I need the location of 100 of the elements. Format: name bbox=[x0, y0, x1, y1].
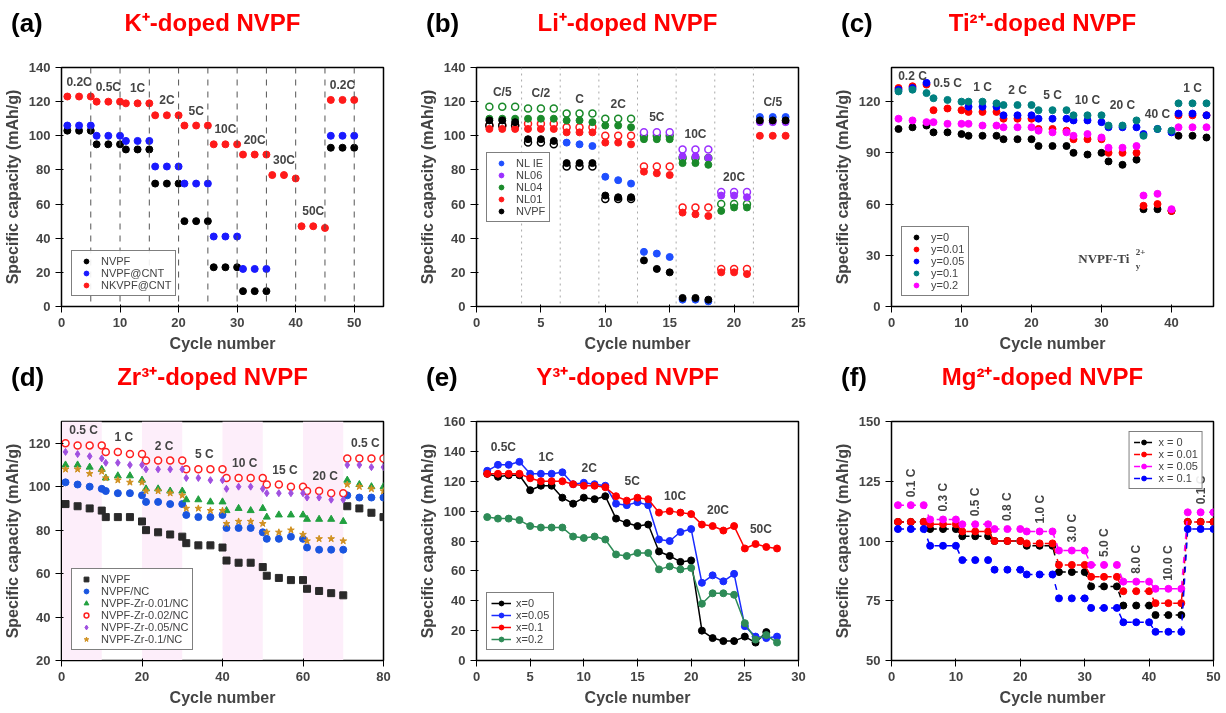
annotation: 10 C bbox=[1074, 93, 1101, 108]
legend-label: y=0.1 bbox=[931, 267, 959, 279]
y-tick-label: 0 bbox=[458, 299, 466, 314]
annotation: 5C bbox=[624, 474, 641, 489]
x-tick-label: 20 bbox=[134, 668, 150, 684]
y-tick-label: 140 bbox=[443, 443, 466, 459]
x-tick-label: 20 bbox=[171, 314, 186, 330]
x-tick-label: 30 bbox=[1094, 314, 1109, 330]
legend-label: y=0.01 bbox=[931, 243, 965, 255]
y-tick-label: 100 bbox=[443, 503, 466, 519]
annotation: 0.2C bbox=[329, 77, 356, 92]
legend-label: x = 0 bbox=[1158, 436, 1183, 448]
legend-label: NKVPF@CNT bbox=[101, 279, 172, 291]
annotation: 1.0 C bbox=[1032, 494, 1047, 524]
annotation: 1C bbox=[129, 81, 146, 96]
annotation: 0.5 C bbox=[351, 436, 381, 451]
annotation: 5C bbox=[649, 110, 665, 125]
x-tick-label: 10 bbox=[598, 314, 613, 330]
annotation: 40 C bbox=[1144, 106, 1171, 121]
annotation: 5C bbox=[188, 103, 205, 118]
y-tick-label: 30 bbox=[866, 247, 881, 263]
y-tick-label: 100 bbox=[28, 128, 51, 144]
annotation: 0.2C bbox=[66, 74, 93, 89]
x-axis-title: Cycle number bbox=[999, 688, 1106, 706]
legend-label: NL IE bbox=[516, 156, 544, 169]
y-tick-label: 120 bbox=[858, 94, 881, 110]
annotation: 50C bbox=[302, 204, 325, 219]
legend-label: NVPF@CNT bbox=[101, 267, 165, 279]
annotation: 10C bbox=[664, 489, 687, 504]
annotation: 0.2 C bbox=[898, 68, 928, 83]
y-tick-label: 80 bbox=[451, 533, 466, 549]
annotation: 20 C bbox=[1109, 98, 1136, 113]
legend-label: NVPF-Zr-0.05/NC bbox=[101, 621, 189, 633]
annotation: 5.0 C bbox=[1097, 527, 1112, 557]
annotation: 50C bbox=[749, 521, 773, 536]
annotation: 8.0 C bbox=[1129, 544, 1144, 574]
chart-title: Y³⁺-doped NVPF bbox=[535, 362, 720, 393]
x-tick-label: 25 bbox=[791, 314, 806, 330]
annotation: 5 C bbox=[1043, 88, 1063, 103]
legend-label: NVPF/NC bbox=[101, 585, 150, 597]
annotation: 0.5C bbox=[95, 79, 122, 94]
annotation: 2C bbox=[610, 96, 627, 111]
x-axis-title: Cycle number bbox=[584, 334, 691, 352]
annotation: C/5 bbox=[763, 95, 783, 110]
chart-title: Mg²⁺-doped NVPF bbox=[940, 362, 1145, 393]
legend-label: NVPF bbox=[101, 573, 131, 585]
legend-label: x=0.1 bbox=[516, 621, 544, 633]
y-tick-label: 20 bbox=[36, 653, 51, 668]
chart-title: Zr³⁺-doped NVPF bbox=[116, 362, 309, 393]
annotation: 2C bbox=[159, 93, 175, 108]
y-tick-label: 140 bbox=[28, 60, 51, 75]
y-tick-label: 60 bbox=[866, 196, 881, 212]
x-tick-label: 40 bbox=[1141, 668, 1157, 684]
x-tick-label: 0 bbox=[887, 314, 896, 330]
chart-title: Li⁺-doped NVPF bbox=[536, 8, 719, 39]
text: (b) bbox=[425, 7, 461, 40]
chart-title: Ti²⁺-doped NVPF bbox=[947, 8, 1138, 39]
annotation: 0.5 C bbox=[933, 76, 963, 91]
x-tick-label: 0 bbox=[472, 668, 481, 684]
annotation: 2 C bbox=[154, 438, 174, 453]
x-tick-label: 40 bbox=[288, 314, 303, 330]
legend-label: NL04 bbox=[516, 180, 543, 193]
y-tick-label: 80 bbox=[451, 162, 466, 178]
annotation: 10C bbox=[214, 122, 237, 137]
x-tick-label: 40 bbox=[1164, 314, 1179, 330]
y-tick-label: 75 bbox=[866, 593, 881, 609]
y-tick-label: 120 bbox=[443, 473, 466, 489]
annotation: 0.5 C bbox=[968, 487, 983, 517]
x-tick-label: 0 bbox=[57, 668, 66, 684]
y-tick-label: 60 bbox=[36, 196, 51, 212]
x-tick-label: 10 bbox=[954, 314, 969, 330]
x-tick-label: 80 bbox=[376, 668, 391, 684]
y-tick-label: 0 bbox=[873, 299, 881, 314]
text: (d) bbox=[10, 361, 46, 394]
annotation: 0.1 C bbox=[1193, 475, 1208, 505]
y-axis-title: Specific capacity (mAh/g) bbox=[833, 443, 851, 639]
y-tick-label: 60 bbox=[451, 196, 466, 212]
legend-label: NVPF-Zr-0.1/NC bbox=[101, 633, 183, 645]
annotation: 20 C bbox=[312, 469, 339, 484]
y-tick-label: 100 bbox=[443, 128, 466, 144]
y-tick-label: 150 bbox=[858, 414, 881, 429]
legend-label: x = 0.01 bbox=[1158, 448, 1198, 460]
x-axis-title: Cycle number bbox=[169, 334, 276, 352]
y-tick-label: 0 bbox=[43, 299, 51, 314]
y-tick-label: 40 bbox=[36, 609, 51, 625]
y-tick-label: 160 bbox=[443, 414, 466, 429]
x-tick-label: 50 bbox=[1206, 668, 1221, 684]
legend-label: x = 0.1 bbox=[1158, 472, 1192, 484]
annotation: 0.8 C bbox=[1000, 492, 1015, 522]
legend-label: x=0.2 bbox=[516, 633, 544, 645]
x-tick-label: 15 bbox=[630, 668, 645, 684]
legend-label: NL06 bbox=[516, 168, 543, 181]
annotation: 20C bbox=[243, 132, 267, 147]
x-tick-label: 25 bbox=[737, 668, 753, 684]
text: (c) bbox=[840, 7, 874, 40]
legend-label: NVPF-Zr-0.02/NC bbox=[101, 609, 189, 621]
annotation: 1 C bbox=[973, 79, 993, 94]
y-tick-label: 20 bbox=[451, 264, 466, 280]
x-tick-label: 10 bbox=[948, 668, 964, 684]
annotation: 15 C bbox=[272, 462, 298, 477]
